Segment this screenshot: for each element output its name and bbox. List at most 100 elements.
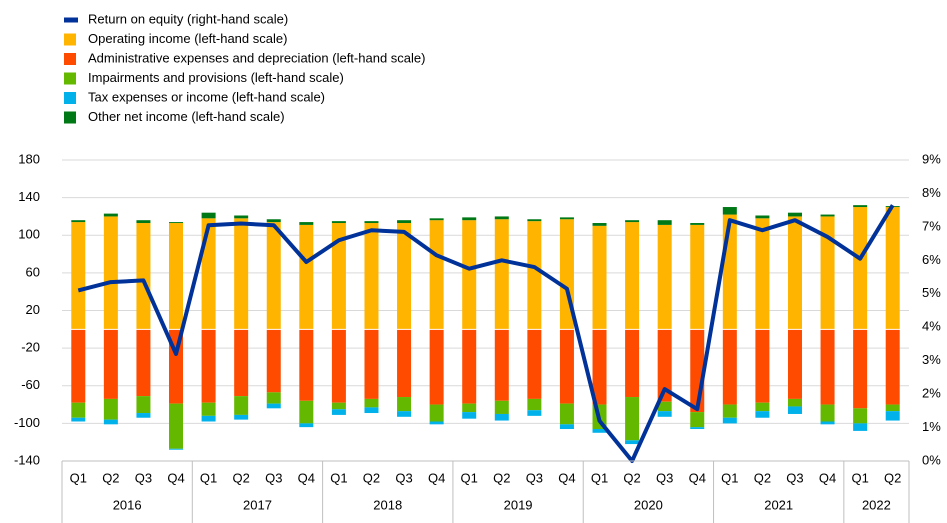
bar-segment <box>331 329 346 403</box>
x-tick-label: Q3 <box>656 470 673 485</box>
bar-segment <box>787 406 802 414</box>
legend-swatch <box>64 92 76 104</box>
bar-segment <box>494 329 509 401</box>
bar-segment <box>331 223 346 330</box>
bar-segment <box>657 401 672 412</box>
legend-label: Impairments and provisions (left-hand sc… <box>88 70 344 85</box>
bar-segment <box>201 415 216 422</box>
x-tick-label: Q1 <box>591 470 608 485</box>
bar-segment <box>494 219 509 330</box>
bar-segment <box>364 329 379 399</box>
bar-segment <box>787 398 802 407</box>
bar-segment <box>331 221 346 224</box>
legend-label: Other net income (left-hand scale) <box>88 109 285 124</box>
bar-segment <box>657 329 672 402</box>
x-tick-label: Q4 <box>819 470 836 485</box>
bar-segment <box>592 223 607 226</box>
legend-swatch <box>64 17 78 23</box>
bar-segment <box>71 329 86 403</box>
y-tick-label: 140 <box>18 189 40 204</box>
x-tick-label: Q4 <box>167 470 184 485</box>
bar-segment <box>71 220 86 223</box>
bar-segment <box>397 220 412 224</box>
bar-segment <box>266 222 281 330</box>
bar-segment <box>690 223 705 225</box>
legend-swatch <box>64 111 76 124</box>
bar-segment <box>885 404 900 412</box>
bar-segment <box>527 410 542 416</box>
bar-segment <box>755 218 770 330</box>
bar-segment <box>201 402 216 416</box>
bar-segment <box>266 329 281 393</box>
bar-segment <box>234 414 249 420</box>
y2-tick-label: 3% <box>922 352 941 367</box>
bar-segment <box>136 329 151 397</box>
bar-segment <box>299 329 314 401</box>
bar-segment <box>722 329 737 405</box>
bar-segment <box>625 397 640 441</box>
y-tick-label: -20 <box>21 340 40 355</box>
bar-segment <box>787 212 802 217</box>
x-tick-label: Q2 <box>363 470 380 485</box>
legend-swatch <box>64 53 76 65</box>
bar-segment <box>266 403 281 409</box>
year-label: 2016 <box>113 497 142 512</box>
bar-segment <box>462 403 477 413</box>
bar-segment <box>266 219 281 223</box>
bar-segment <box>592 225 607 330</box>
bar-segment <box>592 429 607 433</box>
bar-segment <box>559 403 574 425</box>
bar-segment <box>657 411 672 417</box>
bar-segment <box>201 212 216 219</box>
bar-segment <box>299 222 314 225</box>
legend-swatch <box>64 72 76 85</box>
bar-segment <box>103 398 118 420</box>
bar-segment <box>820 329 835 405</box>
x-tick-label: Q4 <box>428 470 445 485</box>
y2-tick-label: 4% <box>922 319 941 334</box>
bar-segment <box>299 423 314 428</box>
bar-segment <box>494 216 509 220</box>
bar-segment <box>103 216 118 330</box>
bar-segment <box>136 220 151 224</box>
bar-segment <box>429 421 444 425</box>
bar-segment <box>103 419 118 425</box>
roe-line <box>77 204 895 463</box>
y-tick-label: 20 <box>26 302 40 317</box>
bar-segment <box>722 404 737 418</box>
bar-segment <box>820 216 835 330</box>
bar-segment <box>364 407 379 414</box>
y-tick-label: 100 <box>18 227 40 242</box>
bar-segment <box>625 329 640 398</box>
x-tick-label: Q1 <box>330 470 347 485</box>
bar-segment <box>559 217 574 220</box>
x-tick-label: Q1 <box>851 470 868 485</box>
bar-segment <box>690 427 705 430</box>
y-tick-label: -100 <box>14 415 40 430</box>
y2-tick-label: 8% <box>922 185 941 200</box>
x-tick-label: Q3 <box>265 470 282 485</box>
bar-segment <box>364 398 379 408</box>
bar-segment <box>820 214 835 217</box>
year-label: 2017 <box>243 497 272 512</box>
x-tick-label: Q2 <box>493 470 510 485</box>
x-tick-label: Q1 <box>721 470 738 485</box>
bar-segment <box>462 412 477 419</box>
x-tick-label: Q2 <box>102 470 119 485</box>
bar-segment <box>527 221 542 330</box>
x-tick-label: Q4 <box>689 470 706 485</box>
x-tick-label: Q1 <box>200 470 217 485</box>
bar-segment <box>885 329 900 405</box>
y2-tick-label: 1% <box>922 419 941 434</box>
bar-segment <box>853 408 868 424</box>
bar-segment <box>429 329 444 405</box>
bar-segment <box>201 218 216 330</box>
legend-label: Return on equity (right-hand scale) <box>88 11 288 26</box>
x-tick-label: Q3 <box>526 470 543 485</box>
bar-segment <box>559 424 574 430</box>
bar-segment <box>201 329 216 403</box>
bar-segment <box>885 411 900 421</box>
bar-segment <box>787 216 802 330</box>
bar-segment <box>527 219 542 222</box>
bar-segment <box>755 329 770 403</box>
